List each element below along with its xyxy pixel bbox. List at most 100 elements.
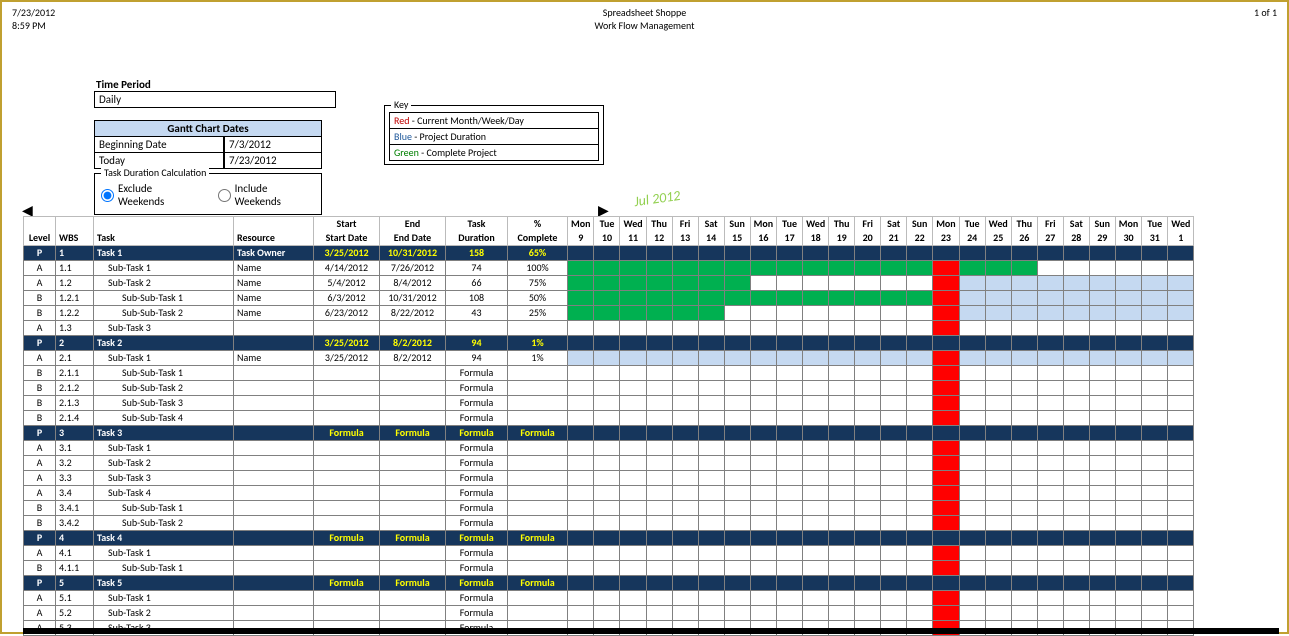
cell[interactable]: A — [24, 606, 56, 621]
cell[interactable] — [508, 321, 568, 336]
cell[interactable] — [508, 486, 568, 501]
cell[interactable] — [380, 396, 446, 411]
cell[interactable]: P — [24, 336, 56, 351]
cell[interactable] — [380, 366, 446, 381]
cell[interactable]: 108 — [446, 291, 508, 306]
cell[interactable] — [234, 606, 314, 621]
cell[interactable]: 3/25/2012 — [314, 351, 380, 366]
cell[interactable]: Sub-Sub-Task 3 — [94, 396, 234, 411]
cell[interactable]: 8/4/2012 — [380, 276, 446, 291]
cell[interactable] — [314, 591, 380, 606]
tdc-exclude-option[interactable]: Exclude Weekends — [101, 182, 200, 208]
cell[interactable]: Sub-Task 2 — [94, 456, 234, 471]
parent-row[interactable]: P4Task 4FormulaFormulaFormulaFormula — [24, 531, 1194, 546]
cell[interactable]: Formula — [314, 426, 380, 441]
cell[interactable]: A — [24, 321, 56, 336]
cell[interactable] — [234, 426, 314, 441]
cell[interactable]: A — [24, 351, 56, 366]
cell[interactable] — [508, 471, 568, 486]
cell[interactable] — [234, 576, 314, 591]
cell[interactable]: 3 — [56, 426, 94, 441]
cell[interactable]: 4.1 — [56, 546, 94, 561]
cell[interactable]: Formula — [446, 576, 508, 591]
cell[interactable] — [314, 411, 380, 426]
cell[interactable]: 1.3 — [56, 321, 94, 336]
cell[interactable]: P — [24, 426, 56, 441]
task-row[interactable]: B1.2.2Sub-Sub-Task 2Name6/23/20128/22/20… — [24, 306, 1194, 321]
cell[interactable]: Formula — [508, 531, 568, 546]
cell[interactable] — [314, 501, 380, 516]
cell[interactable]: 10/31/2012 — [380, 246, 446, 261]
task-row[interactable]: A5.1Sub-Task 1Formula — [24, 591, 1194, 606]
cell[interactable] — [380, 591, 446, 606]
cell[interactable]: B — [24, 381, 56, 396]
cell[interactable]: A — [24, 441, 56, 456]
cell[interactable]: 6/23/2012 — [314, 306, 380, 321]
cell[interactable]: P — [24, 576, 56, 591]
cell[interactable]: 1% — [508, 351, 568, 366]
cell[interactable]: 3.3 — [56, 471, 94, 486]
cell[interactable]: Formula — [446, 606, 508, 621]
cell[interactable]: Formula — [314, 531, 380, 546]
task-row[interactable]: B2.1.2Sub-Sub-Task 2Formula — [24, 381, 1194, 396]
time-period-value[interactable]: Daily — [94, 91, 336, 108]
cell[interactable] — [508, 606, 568, 621]
cell[interactable]: 5 — [56, 576, 94, 591]
cell[interactable] — [234, 456, 314, 471]
cell[interactable]: 5/4/2012 — [314, 276, 380, 291]
cell[interactable] — [314, 456, 380, 471]
task-row[interactable]: A3.4Sub-Task 4Formula — [24, 486, 1194, 501]
cell[interactable]: Sub-Sub-Task 2 — [94, 306, 234, 321]
cell[interactable]: P — [24, 246, 56, 261]
cell[interactable] — [314, 441, 380, 456]
cell[interactable]: Formula — [446, 366, 508, 381]
task-row[interactable]: B2.1.1Sub-Sub-Task 1Formula — [24, 366, 1194, 381]
parent-row[interactable]: P2Task 23/25/20128/2/2012941% — [24, 336, 1194, 351]
cell[interactable]: 8/22/2012 — [380, 306, 446, 321]
cell[interactable]: 6/3/2012 — [314, 291, 380, 306]
cell[interactable] — [234, 561, 314, 576]
cell[interactable]: Formula — [446, 546, 508, 561]
cell[interactable]: Name — [234, 351, 314, 366]
cell[interactable]: 2.1.3 — [56, 396, 94, 411]
cell[interactable]: 10/31/2012 — [380, 291, 446, 306]
cell[interactable]: Name — [234, 276, 314, 291]
cell[interactable] — [446, 321, 508, 336]
cell[interactable]: Sub-Task 3 — [94, 321, 234, 336]
cell[interactable]: Task 3 — [94, 426, 234, 441]
cell[interactable]: A — [24, 276, 56, 291]
cell[interactable] — [380, 606, 446, 621]
cell[interactable]: Sub-Task 1 — [94, 441, 234, 456]
cell[interactable] — [508, 441, 568, 456]
cell[interactable]: Sub-Task 1 — [94, 261, 234, 276]
cell[interactable]: Sub-Task 3 — [94, 471, 234, 486]
cell[interactable]: A — [24, 546, 56, 561]
cell[interactable]: 2.1.1 — [56, 366, 94, 381]
cell[interactable]: Sub-Task 4 — [94, 486, 234, 501]
cell[interactable]: Formula — [380, 531, 446, 546]
cell[interactable] — [234, 501, 314, 516]
cell[interactable]: 2 — [56, 336, 94, 351]
cell[interactable]: A — [24, 261, 56, 276]
cell[interactable] — [508, 546, 568, 561]
cell[interactable]: Sub-Task 2 — [94, 276, 234, 291]
cell[interactable]: B — [24, 516, 56, 531]
cell[interactable] — [234, 531, 314, 546]
task-row[interactable]: A1.1Sub-Task 1Name4/14/20127/26/20127410… — [24, 261, 1194, 276]
cell[interactable]: 75% — [508, 276, 568, 291]
cell[interactable]: Sub-Sub-Task 2 — [94, 381, 234, 396]
task-row[interactable]: A4.1Sub-Task 1Formula — [24, 546, 1194, 561]
cell[interactable] — [314, 471, 380, 486]
cell[interactable]: 2.1.4 — [56, 411, 94, 426]
cell[interactable] — [380, 441, 446, 456]
parent-row[interactable]: P5Task 5FormulaFormulaFormulaFormula — [24, 576, 1194, 591]
cell[interactable]: Task 1 — [94, 246, 234, 261]
cell[interactable]: 74 — [446, 261, 508, 276]
cell[interactable] — [380, 561, 446, 576]
cell[interactable] — [314, 321, 380, 336]
cell[interactable]: 25% — [508, 306, 568, 321]
cell[interactable] — [508, 516, 568, 531]
task-row[interactable]: A3.3Sub-Task 3Formula — [24, 471, 1194, 486]
cell[interactable] — [314, 546, 380, 561]
cell[interactable] — [234, 591, 314, 606]
